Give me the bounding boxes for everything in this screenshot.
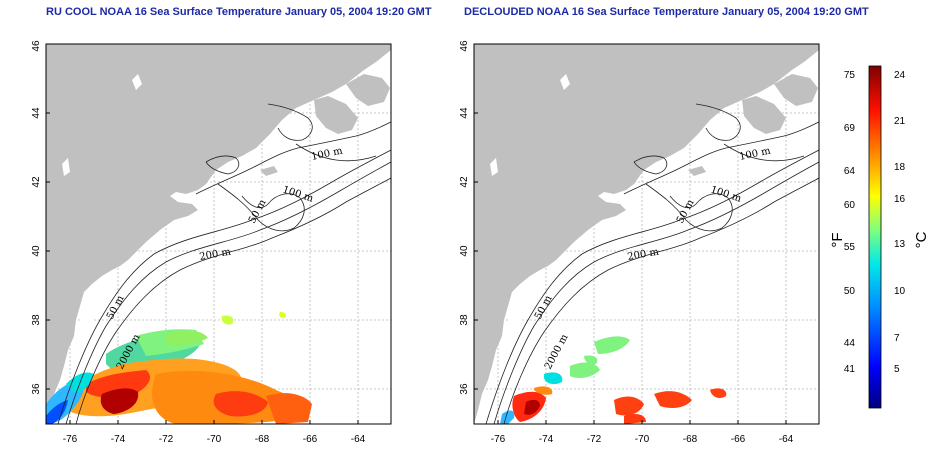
lat-tick-label: 44 — [31, 107, 42, 119]
lon-tick-label: -68 — [683, 434, 698, 445]
lat-tick-label: 40 — [31, 245, 42, 257]
temperature-colorbar: 75 69 64 60 55 50 44 41 24 21 18 16 13 1… — [829, 65, 930, 409]
fahrenheit-tick: 44 — [844, 338, 856, 349]
lon-tick-label: -74 — [111, 434, 126, 445]
fahrenheit-tick: 64 — [844, 166, 856, 177]
lat-tick-label: 46 — [31, 40, 42, 52]
lon-tick-label: -70 — [635, 434, 650, 445]
celsius-tick: 24 — [894, 70, 906, 81]
lat-tick-label: 46 — [459, 40, 470, 52]
sst-map-left: 100 m 100 m 50 m 200 m 50 m 2000 m -76 -… — [31, 40, 392, 445]
fahrenheit-tick: 60 — [844, 200, 856, 211]
celsius-tick: 16 — [894, 194, 906, 205]
lat-tick-label: 38 — [459, 314, 470, 326]
lon-axis-right: -76 -74 -72 -70 -68 -66 -64 — [491, 420, 794, 445]
celsius-tick: 7 — [894, 333, 900, 344]
lat-axis-left: 36 38 40 42 44 46 — [31, 40, 50, 395]
lon-tick-label: -68 — [255, 434, 270, 445]
map-title-right: DECLOUDED NOAA 16 Sea Surface Temperatur… — [464, 6, 869, 18]
lon-tick-label: -72 — [159, 434, 174, 445]
fahrenheit-tick: 75 — [844, 70, 856, 81]
sst-swath-left — [46, 312, 312, 424]
lon-tick-label: -66 — [731, 434, 746, 445]
lon-tick-label: -76 — [491, 434, 506, 445]
celsius-scale: 24 21 18 16 13 10 7 5 — [894, 70, 906, 375]
lat-tick-label: 36 — [31, 383, 42, 395]
celsius-tick: 21 — [894, 116, 906, 127]
fahrenheit-tick: 41 — [844, 364, 856, 375]
colorbar-gradient — [868, 65, 882, 409]
lon-tick-label: -70 — [207, 434, 222, 445]
fahrenheit-tick: 50 — [844, 286, 856, 297]
sst-map-right: 100 m 100 m 50 m 200 m 50 m 2000 m -76 -… — [459, 40, 820, 445]
celsius-tick: 18 — [894, 162, 906, 173]
lon-tick-label: -72 — [587, 434, 602, 445]
lat-axis-right: 36 38 40 42 44 46 — [459, 40, 478, 395]
fahrenheit-tick: 69 — [844, 123, 856, 134]
lon-axis-left: -76 -74 -72 -70 -68 -66 -64 — [63, 420, 366, 445]
lat-tick-label: 40 — [459, 245, 470, 257]
map-title-left: RU COOL NOAA 16 Sea Surface Temperature … — [46, 6, 432, 18]
celsius-tick: 10 — [894, 286, 906, 297]
celsius-unit-label: °C — [913, 231, 930, 248]
lon-tick-label: -64 — [779, 434, 794, 445]
lat-tick-label: 44 — [459, 107, 470, 119]
celsius-tick: 5 — [894, 364, 900, 375]
fahrenheit-tick: 55 — [844, 242, 856, 253]
lat-tick-label: 42 — [459, 176, 470, 188]
celsius-tick: 13 — [894, 239, 906, 250]
lon-tick-label: -66 — [303, 434, 318, 445]
fahrenheit-scale: 75 69 64 60 55 50 44 41 — [844, 70, 856, 375]
lon-tick-label: -74 — [539, 434, 554, 445]
sst-swath-right — [500, 336, 727, 424]
fahrenheit-unit-label: °F — [829, 232, 846, 247]
lat-tick-label: 42 — [31, 176, 42, 188]
lon-tick-label: -64 — [351, 434, 366, 445]
lat-tick-label: 36 — [459, 383, 470, 395]
lat-tick-label: 38 — [31, 314, 42, 326]
lon-tick-label: -76 — [63, 434, 78, 445]
